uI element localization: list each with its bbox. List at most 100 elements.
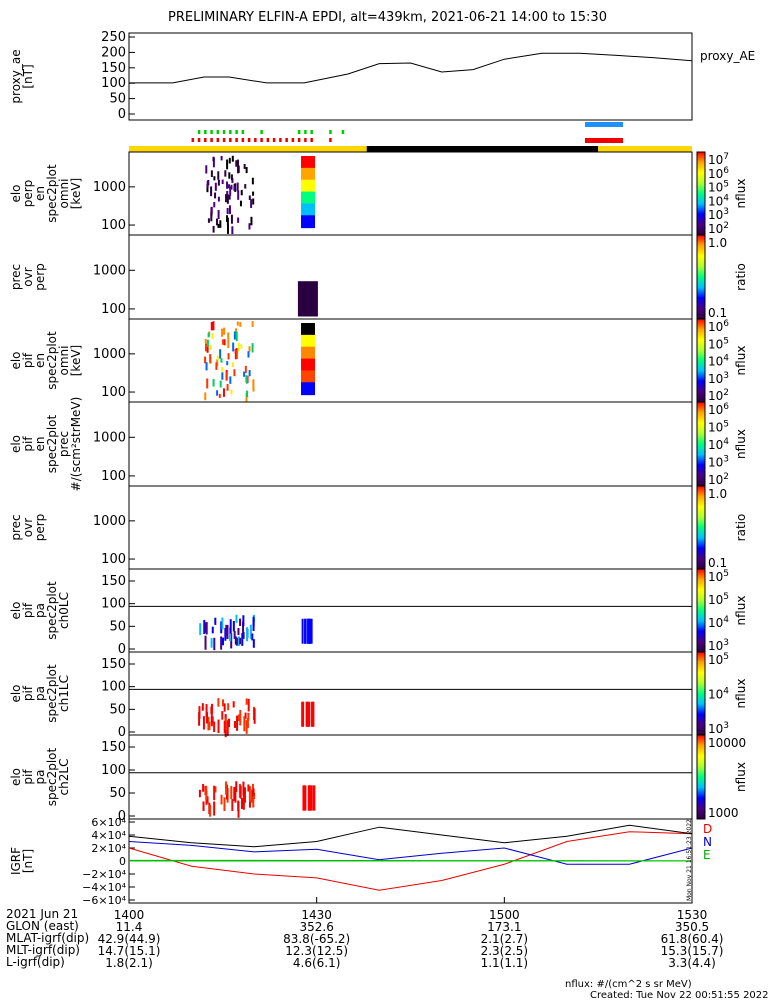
epoch-red-mark — [267, 138, 270, 142]
pa-pixel — [203, 801, 205, 811]
epoch-red-mark — [304, 138, 307, 142]
colorbar-tick-elo_perp: 104 — [708, 193, 729, 208]
spectral-block — [301, 156, 315, 169]
spectral-pixel — [252, 343, 254, 352]
pa-pixel — [307, 702, 309, 727]
spectral-block — [301, 180, 315, 193]
proxy-ae-legend: proxy_AE — [700, 49, 755, 63]
ytick-label-igrf: −4×10⁴ — [82, 881, 126, 894]
spectral-pixel — [234, 331, 236, 339]
spectral-pixel — [226, 372, 228, 381]
epoch-green-mark — [242, 130, 245, 134]
pa-pixel — [231, 799, 233, 811]
pa-pixel — [212, 716, 214, 723]
pa-pixel — [302, 702, 304, 727]
epoch-red-mark — [254, 138, 257, 142]
spectral-pixel — [217, 171, 219, 179]
pa-pixel — [304, 619, 306, 644]
epoch-red-mark — [310, 138, 313, 142]
spectral-block — [301, 168, 315, 181]
spectral-pixel — [237, 217, 239, 222]
pa-pixel — [308, 619, 310, 644]
epoch-red-mark — [192, 138, 195, 142]
spectral-pixel — [252, 192, 254, 196]
colorbar-tick-elo_omni: 103 — [708, 371, 729, 386]
colorbar-tick-elo_omni: 104 — [708, 354, 729, 369]
epoch-red-mark — [285, 138, 288, 142]
colorbar-elo_prec — [697, 402, 705, 486]
spectral-pixel — [229, 205, 231, 214]
pa-pixel — [243, 716, 245, 731]
spectral-pixel — [219, 394, 221, 398]
pa-pixel — [223, 797, 225, 811]
spectral-pixel — [246, 376, 248, 384]
spectral-pixel — [236, 350, 238, 359]
colorbar-elo_perp — [697, 152, 705, 235]
spectral-pixel — [217, 356, 219, 361]
spectral-pixel — [244, 164, 246, 169]
spectral-pixel — [213, 176, 215, 180]
spectral-pixel — [222, 339, 224, 344]
ylabel-igrf: [nT] — [21, 849, 35, 873]
colorbar-tick-pa1: 105 — [708, 652, 729, 667]
spectral-pixel — [211, 170, 213, 177]
spectral-pixel — [218, 180, 220, 186]
pa-pixel — [212, 627, 214, 634]
spectral-pixel — [239, 322, 241, 327]
epoch-red-mark — [248, 138, 251, 142]
ytick-label-proxy_ae: 200 — [101, 45, 126, 60]
spectral-pixel — [215, 183, 217, 191]
ytick-label-elo_prec: 1000 — [93, 430, 126, 445]
epoch-red-mark — [292, 138, 295, 142]
spectral-pixel — [224, 170, 226, 176]
proxy-ae-line — [129, 53, 692, 83]
pa-pixel — [311, 702, 313, 727]
colorbar-tick-ratio1: 0.1 — [708, 306, 727, 320]
pa-pixel — [227, 703, 229, 710]
pa-pixel — [313, 785, 315, 810]
spectral-pixel — [205, 344, 207, 352]
epoch-green-mark — [235, 130, 238, 134]
ylabel-ratio1: perp — [33, 263, 47, 291]
pa-pixel — [303, 785, 305, 810]
spectral-pixel — [227, 225, 229, 234]
ytick-label-ratio1: 1000 — [93, 263, 126, 278]
colorbar-tick-elo_perp: 102 — [708, 221, 729, 236]
spectral-pixel — [248, 223, 250, 229]
spectral-pixel — [228, 172, 230, 178]
pa-pixel — [230, 619, 232, 633]
spectral-pixel — [244, 184, 246, 189]
spectral-block — [301, 382, 315, 395]
pa-pixel — [221, 618, 223, 630]
spectral-pixel — [216, 390, 218, 395]
pa-pixel — [235, 781, 237, 792]
pa-pixel — [308, 785, 310, 810]
pa-pixel — [220, 636, 222, 649]
spectral-pixel — [209, 354, 211, 363]
ytick-label-pa0: 50 — [109, 619, 126, 634]
spectral-pixel — [213, 157, 215, 161]
spectral-pixel — [207, 340, 209, 347]
colorbar-tick-ratio1: 1.0 — [708, 236, 727, 250]
spectral-pixel — [207, 181, 209, 188]
colorbar-tick-elo_omni: 105 — [708, 336, 729, 351]
pa-pixel — [213, 638, 215, 650]
epoch-green-mark — [204, 130, 207, 134]
spectral-pixel — [237, 322, 239, 326]
spectral-pixel — [222, 180, 224, 184]
pa-pixel — [251, 633, 253, 640]
pa-pixel — [224, 703, 226, 711]
spectral-pixel — [249, 346, 251, 351]
spectral-pixel — [219, 220, 221, 228]
pa-pixel — [253, 639, 255, 648]
spectral-pixel — [206, 378, 208, 388]
spectral-pixel — [225, 194, 227, 202]
ylabel-elo_prec: #/(scm²strMeV) — [69, 397, 83, 492]
epoch-red-mark — [242, 138, 245, 142]
spectral-pixel — [210, 345, 212, 350]
colorbar-label-pa1: nflux — [734, 679, 748, 709]
spectral-pixel — [230, 390, 232, 395]
spectral-pixel — [218, 210, 220, 219]
orbit-bar-segment — [598, 146, 692, 152]
spectral-pixel — [231, 215, 233, 224]
